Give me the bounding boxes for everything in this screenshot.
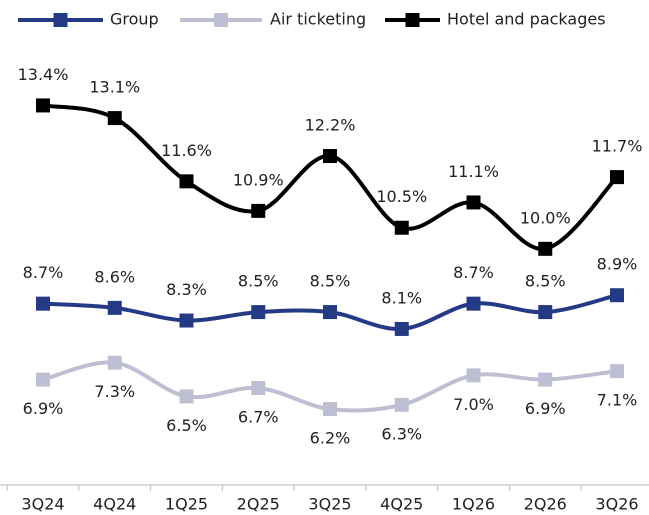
marker [323, 402, 337, 417]
data-label: 6.7% [238, 408, 279, 427]
marker [466, 368, 481, 383]
marker [538, 241, 553, 256]
data-label: 8.6% [94, 267, 135, 286]
marker [323, 305, 337, 320]
marker [466, 195, 481, 210]
marker [466, 296, 481, 311]
x-tick-label: 4Q24 [93, 495, 136, 514]
data-label: 6.9% [23, 399, 64, 418]
x-tick-label: 2Q25 [237, 495, 280, 514]
marker [251, 203, 266, 218]
marker [179, 174, 194, 189]
marker [323, 149, 337, 164]
x-tick-label: 4Q25 [380, 495, 423, 514]
data-label: 8.5% [525, 272, 566, 291]
data-label: 13.1% [89, 78, 140, 97]
marker [36, 296, 50, 311]
data-label: 7.3% [94, 382, 135, 401]
legend-marker [405, 13, 420, 27]
data-label: 10.5% [376, 187, 427, 206]
marker [610, 364, 624, 379]
marker [538, 372, 553, 387]
data-label: 10.0% [520, 208, 571, 227]
data-label: 8.1% [381, 288, 422, 307]
marker [107, 111, 122, 126]
marker [179, 313, 194, 328]
marker [251, 381, 266, 395]
data-label: 6.2% [310, 429, 351, 448]
marker [36, 372, 50, 387]
data-label: 8.5% [238, 272, 279, 291]
marker [107, 300, 122, 315]
data-label: 7.1% [597, 391, 638, 410]
legend-label: Air ticketing [270, 10, 366, 29]
data-label: 11.6% [161, 141, 212, 160]
x-tick-label: 1Q25 [165, 495, 208, 514]
data-label: 6.3% [381, 424, 422, 443]
data-label: 11.7% [592, 137, 643, 156]
data-label: 8.7% [23, 263, 64, 282]
marker [36, 98, 50, 113]
data-label: 8.7% [453, 263, 494, 282]
marker [610, 170, 624, 185]
data-label: 6.9% [525, 399, 566, 418]
x-tick-label: 1Q26 [452, 495, 495, 514]
data-label: 11.1% [448, 162, 499, 181]
legend-label: Group [110, 10, 159, 29]
marker [538, 305, 553, 320]
x-tick-label: 3Q25 [308, 495, 351, 514]
marker [610, 288, 624, 303]
data-label: 8.5% [310, 272, 351, 291]
marker [394, 220, 409, 235]
data-label: 7.0% [453, 395, 494, 414]
legend-marker [53, 13, 68, 27]
data-label: 8.9% [597, 255, 638, 274]
marker [394, 397, 409, 412]
legend-label: Hotel and packages [447, 10, 606, 29]
x-tick-label: 2Q26 [524, 495, 567, 514]
data-label: 13.4% [18, 65, 69, 84]
data-label: 12.2% [305, 116, 356, 135]
legend-marker [214, 13, 228, 27]
data-label: 10.9% [233, 170, 284, 189]
marker [179, 389, 194, 404]
x-tick-label: 3Q24 [21, 495, 64, 514]
x-tick-label: 3Q26 [595, 495, 638, 514]
marker [107, 355, 122, 370]
marker [251, 305, 266, 320]
data-label: 6.5% [166, 416, 207, 435]
data-label: 8.3% [166, 280, 207, 299]
marker [394, 321, 409, 336]
